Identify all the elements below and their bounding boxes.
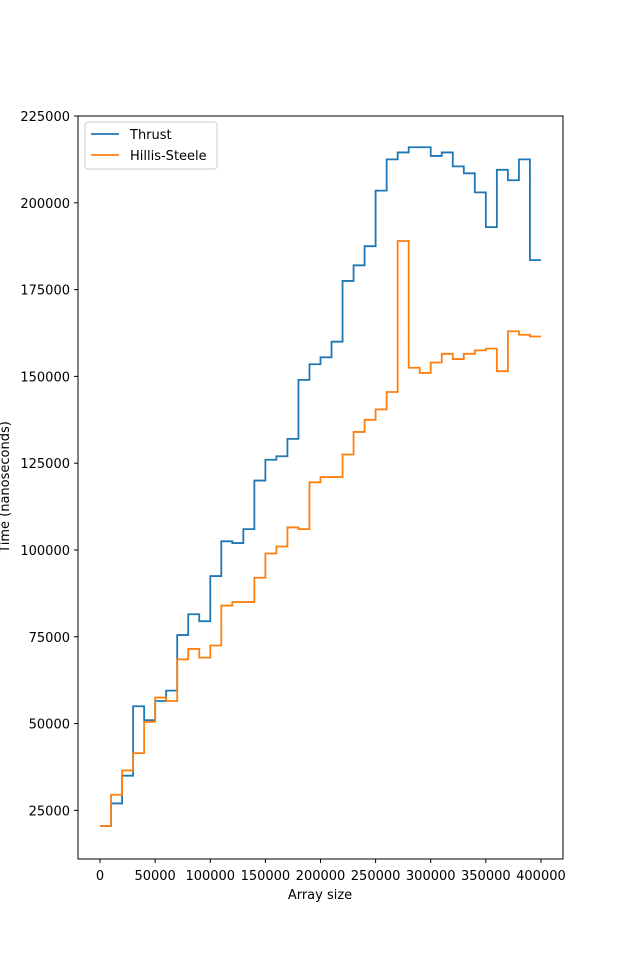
x-tick-label: 200000 (296, 869, 346, 884)
x-tick-label: 300000 (406, 869, 456, 884)
y-tick-label: 225000 (20, 110, 70, 125)
x-axis-label: Array size (288, 888, 352, 903)
y-tick-label: 125000 (20, 457, 70, 472)
legend-label-thrust: Thrust (129, 128, 172, 143)
y-axis: 25000 50000 75000 100000 125000 150000 175000 2… (20, 110, 78, 819)
y-tick-label: 175000 (20, 284, 70, 299)
x-tick-label: 100000 (185, 869, 235, 884)
y-tick-label: 150000 (20, 370, 70, 385)
series-layer (100, 146, 541, 827)
x-tick-label: 150000 (241, 869, 291, 884)
x-tick-label: 350000 (461, 869, 511, 884)
x-tick-label: 50000 (134, 869, 175, 884)
x-tick-label: 250000 (351, 869, 401, 884)
x-tick-label: 400000 (516, 869, 566, 884)
x-axis: 0 50000 100000 150000 200000 250000 300000 3500… (96, 859, 566, 884)
legend-label-hillis-steele: Hillis-Steele (130, 149, 207, 164)
legend: Thrust Hillis-Steele (84, 121, 218, 170)
y-tick-label: 75000 (29, 631, 70, 646)
y-tick-label: 100000 (20, 544, 70, 559)
x-tick-label: 0 (96, 869, 104, 884)
y-tick-label: 25000 (29, 804, 70, 819)
series-line-hillis-steele (100, 240, 541, 827)
y-tick-label: 50000 (29, 718, 70, 733)
y-axis-label: Time (nanoseconds) (0, 421, 13, 554)
y-tick-label: 200000 (20, 197, 70, 212)
plot-area (77, 115, 564, 860)
